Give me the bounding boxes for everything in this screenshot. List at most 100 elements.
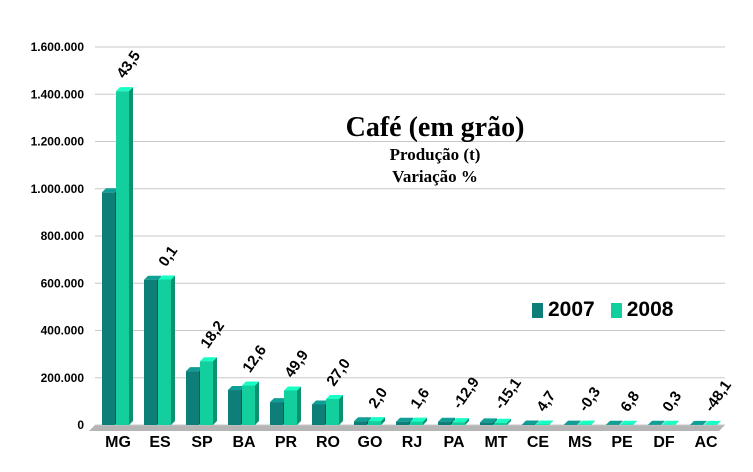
bar-2008-ES	[158, 279, 171, 425]
legend-item-2007: 2007	[532, 298, 595, 322]
bar-side-2007	[577, 420, 581, 425]
legend-label-2007: 2007	[548, 298, 595, 321]
bar-side-2008	[129, 87, 133, 426]
x-tick-label: GO	[358, 434, 383, 451]
bar-2007-MG	[102, 192, 115, 425]
y-tick-label: 1.000.000	[31, 182, 85, 196]
bar-side-2008	[339, 395, 343, 425]
bar-top-2008	[494, 418, 511, 423]
variation-label: 0,1	[155, 243, 181, 270]
variation-label: 6,8	[617, 388, 643, 415]
bar-side-2008	[507, 418, 511, 425]
x-tick-label: MS	[568, 434, 592, 451]
bar-2008-PA	[452, 422, 465, 425]
y-tick-label: 200.000	[41, 371, 85, 385]
x-tick-label: RJ	[402, 434, 422, 451]
variation-label: 18,2	[197, 318, 228, 352]
bar-top-2008	[326, 395, 343, 400]
bar-side-2008	[171, 275, 175, 425]
x-tick-label: RO	[316, 434, 340, 451]
variation-label: -48,1	[701, 377, 735, 415]
chart-title: Café (em grão)	[345, 112, 525, 143]
y-tick-label: 800.000	[41, 229, 85, 243]
bar-2008-RO	[326, 399, 339, 425]
bar-top-2007	[522, 420, 539, 425]
bar-top-2008	[704, 420, 721, 425]
x-tick-label: DF	[653, 434, 675, 451]
bar-top-2007	[312, 400, 329, 405]
y-tick-label: 0	[77, 418, 84, 432]
chart-subtitle-production: Produção (t)	[389, 145, 481, 164]
bar-top-2008	[662, 420, 679, 425]
variation-label: -15,1	[491, 375, 525, 413]
variation-label: -0,3	[575, 384, 604, 415]
bar-top-2007	[228, 386, 245, 391]
bar-2007-BA	[228, 390, 241, 425]
bar-top-2007	[690, 420, 707, 425]
y-tick-label: 1.600.000	[31, 40, 85, 54]
x-tick-label: PR	[275, 434, 298, 451]
bar-top-2007	[102, 188, 119, 193]
bar-top-2007	[564, 420, 581, 425]
legend-label-2008: 2008	[626, 298, 674, 321]
x-tick-label: AC	[694, 434, 718, 451]
x-tick-label: SP	[191, 434, 213, 451]
bar-top-2008	[368, 417, 385, 422]
chart-subtitle-variation: Variação %	[392, 167, 478, 186]
bar-top-2007	[396, 417, 413, 422]
bar-side-2008	[423, 417, 427, 425]
bar-side-2008	[633, 420, 637, 425]
legend-swatch-2008	[610, 302, 622, 318]
legend-swatch-2007	[532, 302, 543, 318]
bar-side-2008	[381, 417, 385, 425]
variation-label: 49,9	[281, 347, 312, 381]
bar-top-2008	[578, 420, 595, 425]
bar-2008-RJ	[410, 421, 423, 425]
x-tick-label: ES	[149, 434, 171, 451]
variation-label: 1,6	[407, 385, 433, 412]
x-tick-label: PA	[443, 434, 464, 451]
variation-label: 4,7	[533, 388, 559, 415]
x-tick-label: MG	[105, 434, 131, 451]
x-tick-label: PE	[611, 434, 633, 451]
variation-label: 2,0	[365, 385, 391, 412]
bar-2007-PR	[270, 402, 283, 425]
bar-2007-RO	[312, 404, 325, 425]
bar-2008-PR	[284, 390, 297, 425]
y-tick-label: 1.400.000	[31, 87, 85, 101]
bar-top-2007	[186, 367, 203, 372]
bar-top-2007	[438, 417, 455, 422]
bar-top-2007	[144, 275, 161, 280]
bar-top-2008	[200, 357, 217, 362]
bar-top-2007	[606, 420, 623, 425]
bar-side-2007	[619, 420, 623, 425]
bar-2008-MG	[116, 91, 129, 426]
bar-side-2008	[549, 420, 553, 425]
bar-2008-SP	[200, 361, 213, 425]
x-tick-label: MT	[484, 434, 507, 451]
bar-side-2008	[717, 420, 721, 425]
bar-side-2008	[213, 357, 217, 425]
bar-side-2008	[465, 418, 469, 425]
bar-top-2008	[536, 420, 553, 425]
bar-2007-GO	[354, 421, 367, 425]
bar-2007-RJ	[396, 421, 409, 425]
bar-top-2007	[270, 398, 287, 403]
bar-top-2007	[354, 417, 371, 422]
bar-2007-SP	[186, 371, 199, 425]
y-tick-label: 400.000	[41, 324, 85, 338]
bar-top-2008	[158, 275, 175, 280]
variation-label: 0,3	[659, 388, 685, 415]
variation-label: 43,5	[113, 48, 144, 82]
plot-floor	[89, 425, 725, 431]
bar-top-2008	[452, 418, 469, 423]
variation-label: 12,6	[239, 342, 270, 376]
bar-side-2008	[675, 420, 679, 425]
legend: 2007 2008	[532, 298, 689, 322]
bar-side-2007	[703, 420, 707, 425]
bar-top-2008	[242, 381, 259, 386]
x-tick-label: BA	[232, 434, 256, 451]
bar-top-2008	[284, 386, 301, 391]
x-tick-label: CE	[527, 434, 550, 451]
